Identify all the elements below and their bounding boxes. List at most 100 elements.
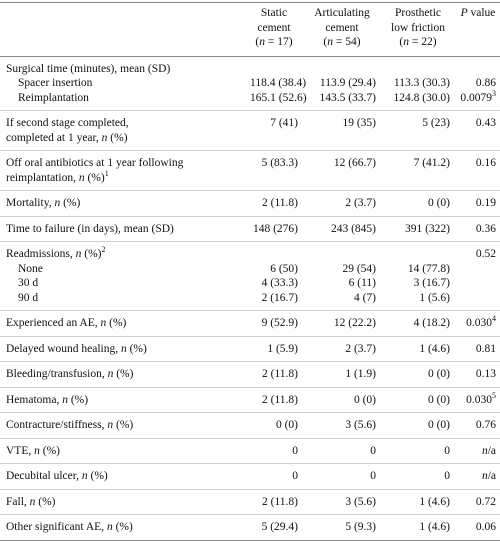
table-row: Mortality, n (%) 2 (11.8) 2 (3.7) 0 (0) 0.19 [0, 190, 500, 216]
value-line: 0.16 [460, 156, 496, 171]
row-label-cell: Fall, n (%) [0, 488, 244, 515]
column-header: Articulating cement (n = 54) [302, 2, 380, 57]
label-line: Decubital ulcer, n (%) [6, 469, 240, 484]
label-line: VTE, n (%) [6, 444, 240, 459]
cell-value: 14 (77.8) [407, 262, 450, 275]
value-line [460, 62, 496, 77]
cell-value: 118.4 (38.4) [250, 77, 307, 89]
cell-value: 2 (11.8) [262, 393, 298, 406]
value-line: 1 (1.9) [308, 367, 376, 382]
value-line: 4 (7) [308, 291, 376, 306]
value-cell: 0 (0) [380, 386, 454, 413]
value-line: 3 (16.7) [386, 276, 450, 291]
cell-value: 0.030 [466, 317, 492, 329]
value-line: 0.76 [460, 418, 496, 433]
value-line: 0.19 [460, 196, 496, 211]
row-label: Surgical time (minutes), mean (SD) [6, 62, 171, 75]
value-line: n/a [460, 444, 496, 459]
cell-value: 6 (50) [270, 262, 298, 275]
value-line: 2 (16.7) [250, 291, 298, 306]
value-line: 391 (322) [386, 222, 450, 237]
value-cell: 0 (0) [380, 190, 454, 216]
value-cell: 0 (0) [302, 386, 380, 413]
cell-value: 148 (276) [252, 222, 298, 235]
value-line: 0.0305 [460, 391, 496, 408]
cell-value: 12 (22.2) [333, 317, 376, 329]
value-line [460, 262, 496, 277]
value-cell: 1 (4.6) [380, 514, 454, 540]
value-line: 0 [308, 444, 376, 459]
value-cell: 0.06 [454, 514, 500, 540]
value-line: 9 (52.9) [250, 316, 298, 331]
cell-value: 0 (0) [353, 393, 376, 406]
value-cell: 0.43 [454, 110, 500, 151]
header-line: (n = 22) [399, 36, 437, 48]
cell-value: 165.1 (52.6) [250, 91, 307, 104]
cell-value: 0 (0) [427, 393, 450, 406]
row-label: Time to failure (in days), mean (SD) [6, 222, 174, 235]
header-line: cement [325, 21, 359, 34]
table-body: Surgical time (minutes), mean (SD) Spacer… [0, 56, 500, 540]
header-cell [0, 2, 244, 57]
cell-value: 2 (11.8) [262, 495, 298, 508]
value-line: 6 (50) [250, 262, 298, 277]
value-line: 5 (83.3) [250, 156, 298, 171]
cell-value: 0.81 [475, 342, 496, 355]
cell-value: 0.13 [475, 368, 496, 380]
value-line: 143.5 (33.7) [308, 91, 376, 106]
column-header: Prosthetic low friction (n = 22) [380, 2, 454, 57]
value-cell: 0.36 [454, 215, 500, 242]
value-cell: 3 (5.6) [302, 412, 380, 438]
value-cell: 0 (0) [380, 361, 454, 387]
sub-label-line: None [6, 262, 240, 277]
value-cell: 0 [244, 463, 302, 489]
value-cell: n/a [454, 437, 500, 464]
value-line [460, 291, 496, 306]
value-line: 1 (5.9) [250, 342, 298, 357]
cell-value: 5 (9.3) [345, 521, 376, 533]
value-line [308, 62, 376, 77]
value-line: 2 (11.8) [250, 495, 298, 510]
value-line: 0 (0) [386, 393, 450, 408]
value-cell: 0.81 [454, 335, 500, 362]
row-label-cell: Mortality, n (%) [0, 190, 244, 216]
value-line: 0.86 [460, 76, 496, 91]
row-label: Hematoma, n (%) [6, 393, 89, 406]
value-cell: 2 (11.8) [244, 386, 302, 413]
value-line: 0.06 [460, 520, 496, 535]
value-line: 0 [308, 469, 376, 484]
sub-row-label: 90 d [18, 291, 39, 304]
value-line: 165.1 (52.6) [250, 91, 307, 106]
cell-value: 0 (0) [427, 368, 450, 380]
value-cell: 1 (4.6) [380, 488, 454, 515]
value-cell: 0.76 [454, 412, 500, 438]
header-line: P value [460, 7, 496, 19]
value-line: 3 (5.6) [308, 495, 376, 510]
value-line: 4 (18.2) [386, 316, 450, 331]
value-line [308, 247, 376, 262]
sub-row-label: Spacer insertion [18, 77, 93, 89]
value-line: 0 [386, 444, 450, 459]
value-line [250, 247, 298, 262]
cell-value: 0 (0) [427, 197, 450, 209]
table-row: If second stage completed, completed at 1… [0, 110, 500, 151]
row-label-cell: Bleeding/transfusion, n (%) [0, 361, 244, 387]
value-line: 19 (35) [308, 116, 376, 131]
value-line: 124.8 (30.0) [386, 91, 450, 106]
table-row: Time to failure (in days), mean (SD) 148 … [0, 215, 500, 242]
value-cell: 0 (0) [380, 412, 454, 438]
label-line: Experienced an AE, n (%) [6, 316, 240, 331]
value-line: 113.3 (30.3) [386, 76, 450, 91]
value-line: 5 (9.3) [308, 520, 376, 535]
label-line: completed at 1 year, n (%) [6, 131, 240, 146]
cell-value: 0 [444, 444, 450, 457]
value-cell: 113.9 (29.4) 143.5 (33.7) [302, 56, 380, 111]
value-cell: 148 (276) [244, 215, 302, 242]
value-line: 2 (11.8) [250, 196, 298, 211]
row-label: reimplantation, n (%) [6, 171, 105, 184]
cell-value: 5 (83.3) [261, 157, 298, 169]
cell-value: 0.030 [466, 393, 492, 406]
header-line: low friction [391, 21, 445, 34]
